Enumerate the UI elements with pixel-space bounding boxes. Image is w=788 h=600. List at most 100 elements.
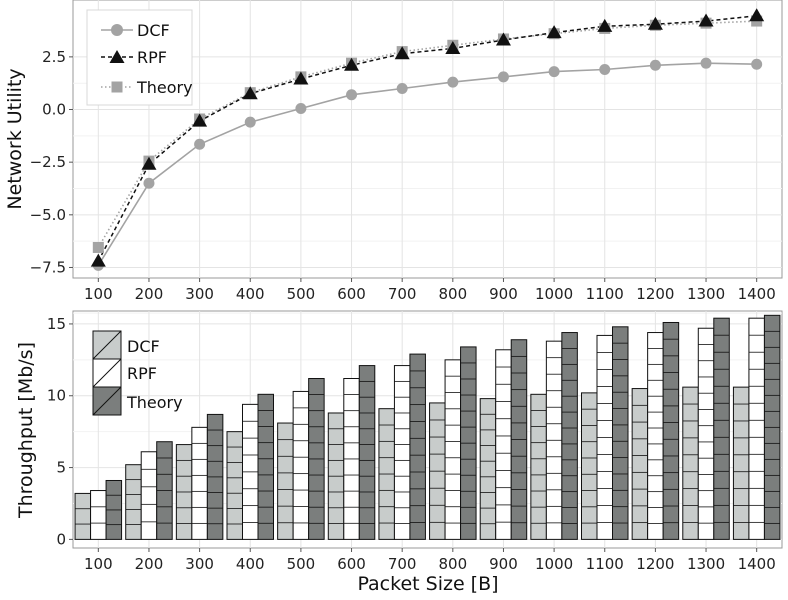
throughput-x-tick-label: 300 — [185, 555, 214, 573]
point-dcf — [548, 66, 560, 78]
legend-item-theory-bar: Theory — [92, 386, 183, 416]
point-dcf — [143, 177, 155, 189]
bar-theory — [510, 339, 528, 540]
bar-dcf — [479, 398, 497, 540]
throughput-x-tick-label: 800 — [439, 555, 468, 573]
bar-rpf — [343, 378, 360, 540]
bar-theory — [713, 317, 730, 540]
utility-x-tick-label: 400 — [236, 285, 265, 303]
point-dcf — [244, 116, 256, 128]
bar-body — [226, 431, 243, 540]
bar-theory — [257, 393, 274, 540]
bar-body — [612, 326, 629, 540]
utility-grid — [73, 0, 782, 278]
point-rpf — [749, 8, 765, 22]
point-rpf — [242, 86, 258, 100]
legend-dcf-swatch-slash — [92, 330, 122, 360]
bar-body — [682, 386, 699, 540]
throughput-x-axis: 100 200 300 400 500 600 700 800 900 1000 1100 1200 1… — [84, 548, 776, 573]
bar-rpf — [748, 317, 765, 540]
utility-y-tick-label: −2.5 — [30, 153, 66, 171]
point-dcf — [700, 57, 712, 69]
legend-theory-swatch-slash — [92, 386, 122, 416]
bar-rpf — [697, 327, 715, 540]
legend-rpf-bar-label: RPF — [127, 364, 157, 383]
point-dcf — [751, 58, 763, 70]
bar-theory — [561, 332, 578, 540]
legend-theory-marker — [111, 81, 123, 93]
throughput-x-axis-title: Packet Size [B] — [357, 573, 498, 595]
utility-series — [90, 8, 765, 271]
legend-theory-bar-label: Theory — [126, 393, 183, 412]
throughput-x-tick-label: 1100 — [586, 555, 624, 573]
throughput-y-tick-label: 0 — [56, 530, 66, 548]
utility-x-tick-label: 500 — [287, 285, 316, 303]
utility-x-tick-label: 900 — [489, 285, 518, 303]
legend-item-rpf: RPF — [101, 48, 167, 67]
throughput-x-tick-label: 200 — [135, 555, 164, 573]
utility-y-tick-label: −5.0 — [30, 206, 66, 224]
throughput-x-tick-label: 500 — [287, 555, 316, 573]
bar-dcf — [631, 388, 649, 540]
bar-theory — [763, 314, 781, 540]
utility-y-tick-label: 2.5 — [42, 48, 66, 66]
throughput-x-tick-label: 900 — [489, 555, 518, 573]
utility-x-tick-label: 700 — [388, 285, 417, 303]
bar-rpf — [545, 340, 563, 540]
point-rpf — [698, 13, 714, 27]
utility-x-tick-label: 1200 — [636, 285, 674, 303]
bar-dcf — [327, 412, 345, 540]
bar-body — [662, 321, 680, 540]
throughput-y-tick-label: 5 — [56, 459, 66, 477]
throughput-x-tick-label: 100 — [84, 555, 113, 573]
bar-theory — [156, 441, 173, 540]
bar-body — [292, 390, 310, 540]
point-theory — [92, 241, 104, 253]
utility-y-tick-label: 0.0 — [42, 101, 66, 119]
bar-body — [393, 365, 411, 540]
throughput-x-tick-label: 1000 — [535, 555, 573, 573]
utility-y-axis-title: Network Utility — [4, 68, 26, 209]
utility-x-tick-label: 1400 — [738, 285, 776, 303]
bar-body — [90, 490, 107, 540]
bar-theory — [612, 326, 629, 540]
bar-theory — [358, 365, 376, 540]
throughput-chart: 0 5 10 15 100 200 300 400 500 600 700 800 900 1000 11… — [15, 310, 783, 595]
bar-body — [732, 386, 750, 540]
point-dcf — [599, 64, 611, 75]
utility-x-tick-label: 100 — [84, 285, 113, 303]
bar-body — [125, 464, 142, 540]
legend-rpf-label: RPF — [137, 48, 167, 67]
point-dcf — [396, 82, 408, 94]
point-rpf — [192, 113, 208, 127]
bar-dcf — [581, 392, 598, 540]
throughput-y-axis-title: Throughput [Mb/s] — [15, 342, 37, 519]
throughput-bars — [74, 314, 781, 540]
throughput-x-tick-label: 600 — [337, 555, 366, 573]
bar-rpf — [647, 332, 664, 540]
throughput-legend: DCF RPF Theory — [92, 330, 183, 416]
legend-dcf-label: DCF — [137, 21, 170, 40]
throughput-y-axis: 0 5 10 15 — [47, 315, 73, 548]
throughput-y-tick-label: 15 — [47, 315, 66, 333]
throughput-x-tick-label: 1300 — [687, 555, 725, 573]
bar-theory — [206, 413, 224, 540]
point-rpf — [647, 16, 663, 30]
point-rpf — [394, 46, 410, 60]
utility-x-tick-label: 800 — [439, 285, 468, 303]
bar-body — [713, 317, 730, 540]
utility-x-tick-label: 300 — [185, 285, 214, 303]
point-rpf — [90, 253, 106, 267]
utility-x-tick-label: 200 — [135, 285, 164, 303]
point-rpf — [344, 57, 360, 71]
bar-theory — [409, 353, 426, 540]
bar-body — [444, 359, 462, 540]
bar-dcf — [732, 386, 750, 540]
point-rpf — [597, 18, 613, 32]
bar-body — [191, 426, 208, 540]
bar-body — [748, 317, 765, 540]
bar-dcf — [125, 464, 142, 540]
bar-body — [277, 422, 294, 540]
bar-theory — [105, 479, 123, 540]
legend-rpf-swatch-slash — [92, 358, 122, 388]
